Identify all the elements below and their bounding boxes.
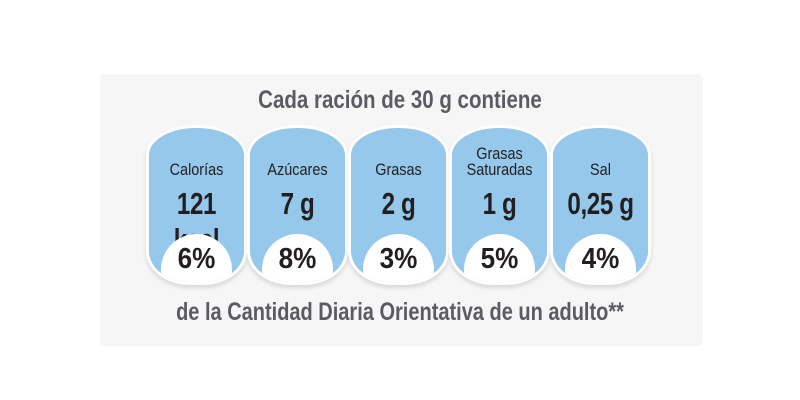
nutrient-label: Sal — [590, 160, 611, 179]
badge-grasas: Grasas 2 g 3% — [348, 125, 449, 285]
nutrient-label: Calorías — [169, 160, 224, 179]
percent-circle: 5% — [464, 234, 535, 282]
percent-circle: 3% — [363, 234, 434, 282]
badge-calorias: Calorías 121 kcal 6% — [146, 125, 247, 285]
nutrient-value: 0,25 g — [567, 186, 634, 221]
serving-title: Cada ración de 30 g contiene — [258, 86, 542, 114]
badge-azucares: Azúcares 7 g 8% — [247, 125, 348, 285]
nutrient-label: Grasas — [375, 160, 422, 179]
nutrient-label-line1: Grasas — [476, 144, 523, 163]
nutrient-percent: 3% — [379, 243, 418, 275]
nutrient-badges: Calorías 121 kcal 6% Azúcares 7 g 8% Gra… — [146, 125, 656, 287]
nutrient-value: 1 g — [482, 186, 517, 221]
nutrient-percent: 6% — [177, 243, 216, 275]
nutrient-label: Azúcares — [267, 160, 328, 179]
nutrient-percent: 4% — [581, 243, 620, 275]
nutrient-percent: 8% — [278, 243, 317, 275]
percent-circle: 8% — [262, 234, 333, 282]
nutrient-value: 7 g — [280, 186, 315, 221]
daily-reference-note: de la Cantidad Diaria Orientativa de un … — [176, 298, 624, 326]
percent-circle: 4% — [565, 234, 636, 282]
nutrient-percent: 5% — [480, 243, 519, 275]
badge-grasas-saturadas: Grasas Saturadas 1 g 5% — [449, 125, 550, 285]
nutrient-label-line2: Saturadas — [466, 160, 533, 179]
nutrient-value: 2 g — [381, 186, 416, 221]
badge-sal: Sal 0,25 g 4% — [550, 125, 651, 285]
